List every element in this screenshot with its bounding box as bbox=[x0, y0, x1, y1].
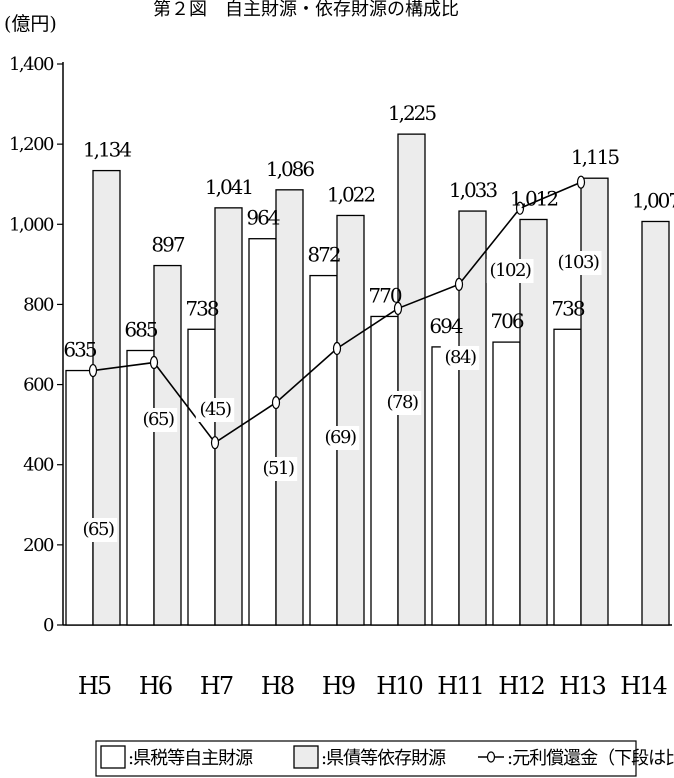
ratio-label-bg bbox=[320, 426, 360, 450]
bar-dependent-revenue bbox=[641, 220, 670, 626]
bar-self-revenue bbox=[309, 274, 338, 626]
bar-self-revenue bbox=[553, 328, 582, 626]
ratio-label-bg bbox=[195, 398, 235, 422]
bar-label-self-revenue: 872 bbox=[307, 243, 339, 267]
y-tick-label: 1,400 bbox=[9, 54, 54, 75]
ratio-label: (51) bbox=[263, 458, 294, 479]
bar-label-dependent-revenue: 1,033 bbox=[449, 178, 498, 202]
line-point-debt-service bbox=[210, 436, 220, 450]
bar-label-dependent-revenue: 897 bbox=[151, 233, 184, 257]
chart-title: 第２図 自主財源・依存財源の構成比 bbox=[153, 0, 459, 20]
legend-label-debt-service: :元利償還金（下段は比率） bbox=[507, 748, 674, 769]
x-category-label: H5 bbox=[78, 672, 111, 700]
ratio-label: (103) bbox=[558, 252, 599, 273]
legend-line-marker bbox=[486, 751, 496, 763]
bar-dependent-revenue bbox=[275, 189, 304, 626]
bar-dependent-revenue bbox=[153, 264, 182, 626]
bar-label-self-revenue: 738 bbox=[551, 296, 584, 320]
legend-frame bbox=[95, 740, 637, 777]
legend-swatch-self-revenue bbox=[100, 745, 126, 769]
y-tick-label: 800 bbox=[23, 294, 54, 315]
x-category-label: H13 bbox=[559, 672, 605, 700]
ratio-label: (69) bbox=[325, 427, 356, 448]
bar-label-dependent-revenue: 1,041 bbox=[205, 175, 252, 199]
y-tick-label: 200 bbox=[23, 535, 54, 556]
bar-self-revenue bbox=[126, 349, 155, 626]
bar-dependent-revenue bbox=[397, 133, 426, 626]
legend-label-self-revenue: :県税等自主財源 bbox=[128, 748, 253, 769]
bar-dependent-revenue bbox=[336, 214, 365, 626]
line-point-debt-service bbox=[454, 277, 464, 291]
bar-self-revenue bbox=[187, 328, 216, 626]
bar-dependent-revenue bbox=[92, 169, 121, 626]
x-category-label: H7 bbox=[200, 672, 233, 700]
x-category-label: H10 bbox=[376, 672, 422, 700]
ratio-label: (65) bbox=[143, 409, 174, 430]
y-unit-label: (億円) bbox=[4, 13, 57, 35]
y-tick-label: 1,200 bbox=[9, 134, 54, 155]
ratio-label-bg bbox=[486, 259, 534, 283]
legend-label-dependent-revenue: :県債等依存財源 bbox=[321, 748, 446, 769]
x-category-label: H12 bbox=[498, 672, 543, 700]
line-point-debt-service bbox=[393, 301, 403, 316]
x-category-label: H14 bbox=[620, 672, 667, 700]
bar-label-dependent-revenue: 1,115 bbox=[571, 145, 620, 169]
legend-swatch-dependent-revenue bbox=[293, 745, 319, 769]
bar-label-self-revenue: 706 bbox=[490, 309, 523, 333]
bar-self-revenue bbox=[65, 369, 94, 626]
bar-label-self-revenue: 964 bbox=[246, 206, 279, 230]
ratio-label: (45) bbox=[200, 399, 231, 420]
bar-label-self-revenue: 685 bbox=[124, 318, 157, 342]
x-category-label: H8 bbox=[261, 672, 294, 700]
bar-label-dependent-revenue: 1,134 bbox=[83, 138, 132, 162]
legend: :県税等自主財源 :県債等依存財源 :元利償還金（下段は比率） bbox=[95, 740, 674, 777]
x-category-label: H6 bbox=[139, 672, 172, 700]
ratio-label-bg bbox=[258, 457, 298, 481]
bar-label-self-revenue: 635 bbox=[63, 338, 96, 362]
line-point-debt-service bbox=[149, 355, 159, 370]
x-category-label: H11 bbox=[437, 672, 482, 700]
bar-label-dependent-revenue: 1,012 bbox=[510, 186, 558, 210]
bar-label-dependent-revenue: 1,225 bbox=[388, 101, 437, 125]
bar-self-revenue bbox=[248, 238, 277, 626]
bar-label-dependent-revenue: 1,022 bbox=[327, 182, 375, 206]
bar-dependent-revenue bbox=[580, 177, 609, 626]
ratio-label: (84) bbox=[445, 347, 476, 368]
line-point-debt-service bbox=[88, 363, 98, 378]
ratio-label-bg bbox=[138, 408, 178, 432]
bar-label-dependent-revenue: 1,007 bbox=[632, 188, 674, 212]
bar-dependent-revenue bbox=[458, 210, 487, 626]
bar-self-revenue bbox=[370, 315, 399, 626]
ratio-label: (102) bbox=[490, 260, 531, 281]
y-tick-label: 600 bbox=[23, 375, 54, 396]
ratio-label-bg bbox=[440, 346, 480, 370]
bar-self-revenue bbox=[492, 341, 521, 626]
ratio-label-bg bbox=[78, 518, 118, 542]
y-tick-label: 1,000 bbox=[9, 214, 54, 235]
line-point-debt-service bbox=[576, 175, 586, 189]
ratio-label: (65) bbox=[83, 519, 114, 540]
bar-label-self-revenue: 694 bbox=[429, 314, 462, 338]
bar-label-self-revenue: 738 bbox=[185, 296, 218, 320]
y-tick-label: 400 bbox=[23, 455, 54, 476]
ratio-label: (78) bbox=[387, 392, 418, 413]
line-point-debt-service bbox=[332, 341, 342, 356]
x-category-label: H9 bbox=[322, 672, 355, 700]
bar-label-self-revenue: 770 bbox=[368, 283, 401, 307]
y-tick-label: 0 bbox=[43, 615, 54, 636]
ratio-label-bg bbox=[554, 251, 602, 275]
ratio-label-bg bbox=[382, 391, 422, 415]
bar-label-dependent-revenue: 1,086 bbox=[266, 157, 315, 181]
bar-dependent-revenue bbox=[519, 218, 548, 626]
line-point-debt-service bbox=[515, 201, 525, 215]
line-point-debt-service bbox=[271, 396, 281, 410]
bar-self-revenue bbox=[431, 346, 460, 626]
